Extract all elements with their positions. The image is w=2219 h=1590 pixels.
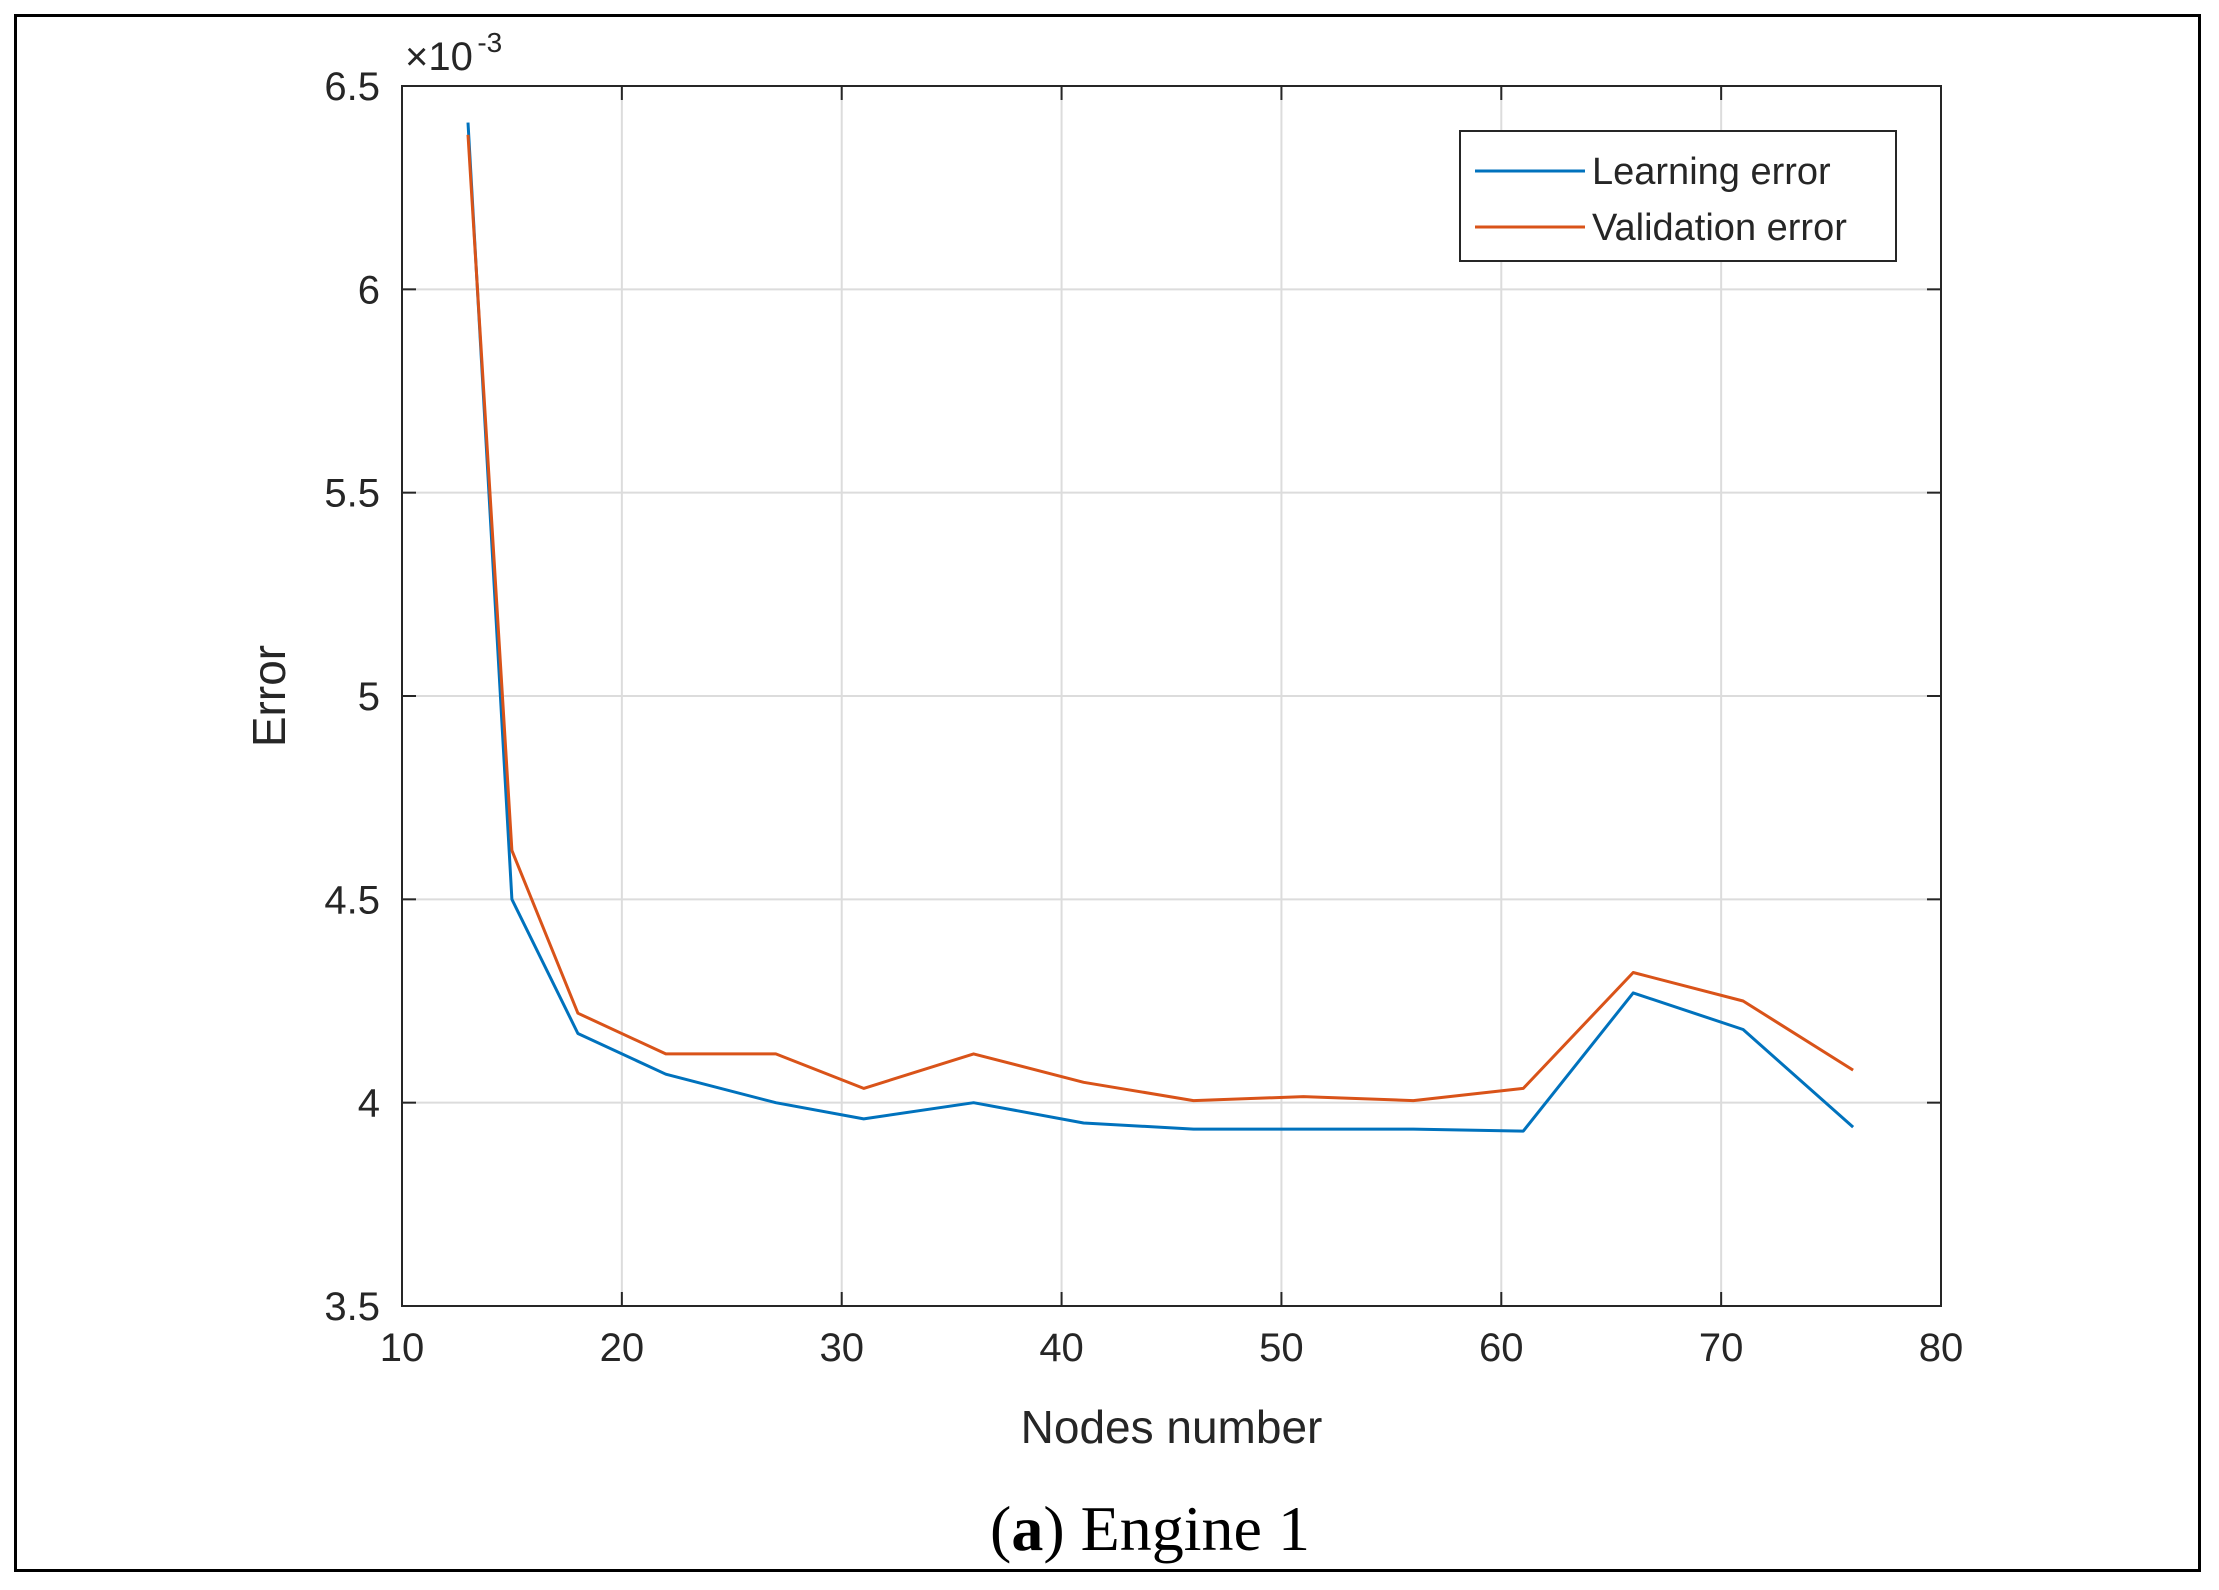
y-tick-label: 5 [358,675,380,719]
x-tick-label: 50 [1259,1326,1304,1370]
x-tick-label: 60 [1479,1326,1524,1370]
x-tick-label: 20 [600,1326,645,1370]
y-tick-label: 3.5 [324,1285,380,1329]
legend-box [1459,130,1897,262]
y-axis-label: Error [243,645,295,747]
y-tick-label: 4 [358,1082,380,1126]
legend-label-validation-error: Validation error [1592,207,1847,249]
figure-caption: (a) Engine 1 [990,1493,1310,1564]
y-tick-label: 5.5 [324,472,380,516]
legend-label-learning-error: Learning error [1592,151,1831,193]
axis-ticks [401,85,1942,1307]
series-line-validation-error [466,134,1854,1103]
y-multiplier-exponent: -3 [477,27,502,58]
caption-text: Engine 1 [1065,1493,1310,1564]
figure-frame [14,14,2201,1572]
x-tick-label: 30 [819,1326,864,1370]
y-multiplier-base: ×10 [405,35,473,79]
x-tick-label: 70 [1699,1326,1744,1370]
y-tick-label: 4.5 [324,878,380,922]
y-axis-tick-labels: 3.5 4 4.5 5 5.5 6 6.5 [324,65,380,1329]
grid-lines [401,85,1942,1307]
y-tick-label: 6.5 [324,65,380,109]
x-tick-label: 10 [380,1326,425,1370]
caption-label: a [1011,1493,1043,1564]
x-tick-label: 80 [1919,1326,1964,1370]
x-axis-tick-labels: 10 20 30 40 50 60 70 80 [380,1326,1964,1370]
x-axis-label: Nodes number [1021,1401,1323,1453]
x-tick-label: 40 [1039,1326,1084,1370]
series-line-learning-error [466,122,1855,1133]
series-lines [466,122,1855,1133]
y-tick-label: 6 [358,268,380,312]
y-axis-multiplier: ×10 -3 [405,27,502,79]
legend: Learning error Validation error [1459,130,1897,262]
